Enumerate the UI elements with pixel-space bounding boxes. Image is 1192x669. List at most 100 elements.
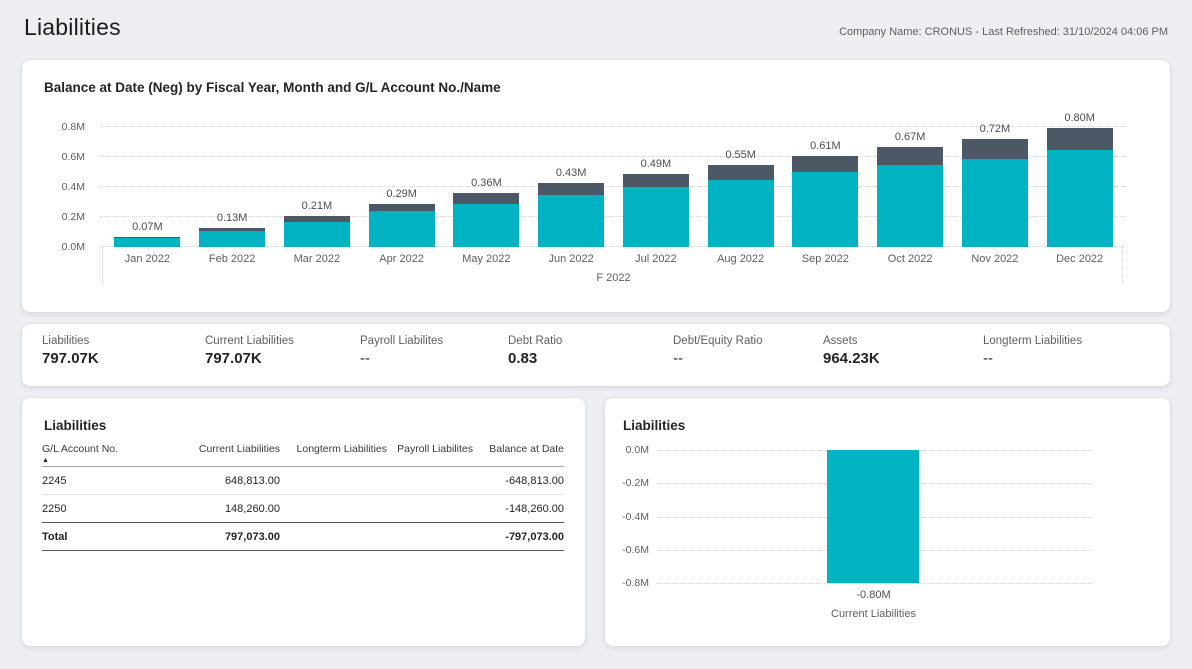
main-chart-title: Balance at Date (Neg) by Fiscal Year, Mo… bbox=[44, 80, 501, 95]
column-header-balance-at-date[interactable]: Balance at Date bbox=[473, 440, 564, 467]
x-axis-label: Aug 2022 bbox=[698, 253, 783, 265]
bar-segment-2250[interactable] bbox=[1047, 128, 1113, 150]
liabilities-table: G/L Account No. ▲ Current Liabilities Lo… bbox=[42, 440, 564, 551]
y-axis-tick-label: 0.6M bbox=[45, 151, 85, 163]
table-total-cell: Total bbox=[42, 523, 184, 551]
kpi-value: 797.07K bbox=[42, 350, 205, 367]
page-header: Liabilities Company Name: CRONUS - Last … bbox=[24, 14, 1168, 50]
gridline bbox=[656, 583, 1091, 584]
table-row[interactable]: 2245648,813.00-648,813.00 bbox=[42, 467, 564, 495]
y-axis-tick-label: 0.4M bbox=[45, 181, 85, 193]
y-axis-tick-label: -0.4M bbox=[605, 511, 649, 523]
column-header-current-liabilities[interactable]: Current Liabilities bbox=[184, 440, 280, 467]
table-total-cell: 797,073.00 bbox=[184, 523, 280, 551]
table-row[interactable]: 2250148,260.00-148,260.00 bbox=[42, 495, 564, 523]
bar-total-label: 0.29M bbox=[386, 188, 417, 200]
bar-group-jun-2022[interactable]: 0.43M bbox=[529, 112, 614, 247]
kpi-value: 0.83 bbox=[508, 350, 673, 367]
bar-group-jan-2022[interactable]: 0.07M bbox=[105, 112, 190, 247]
bar-segment-2245[interactable] bbox=[114, 238, 180, 247]
axis-group-separator-right bbox=[1122, 247, 1123, 283]
bar-total-label: 0.67M bbox=[895, 131, 926, 143]
kpi-value: -- bbox=[360, 350, 508, 367]
table-cell bbox=[387, 495, 473, 523]
bar-segment-2250[interactable] bbox=[792, 156, 858, 173]
kpi-debt-ratio: Debt Ratio0.83 bbox=[508, 335, 673, 386]
y-axis-tick-label: -0.2M bbox=[605, 477, 649, 489]
kpi-label: Payroll Liabilites bbox=[360, 335, 508, 347]
column-header-gl-account-no[interactable]: G/L Account No. ▲ bbox=[42, 440, 184, 467]
table-total-cell bbox=[387, 523, 473, 551]
bars-row: 0.07M 0.13M 0.21M 0.29M 0.36M 0.43M 0.49M 0.55M… bbox=[105, 112, 1122, 247]
kpi-strip-card: Liabilities 797.07KCurrent Liabilities797… bbox=[22, 324, 1170, 386]
bar-total-label: 0.36M bbox=[471, 177, 502, 189]
y-axis-tick-label: 0.0M bbox=[605, 444, 649, 456]
column-header-longterm-liabilities[interactable]: Longterm Liabilities bbox=[280, 440, 387, 467]
table-cell: 2250 bbox=[42, 495, 184, 523]
bar-segment-2245[interactable] bbox=[792, 172, 858, 247]
liabilities-table-card: Liabilities G/L Account No. ▲ Current Li… bbox=[22, 398, 585, 646]
small-chart-category-label: Current Liabilities bbox=[656, 608, 1091, 620]
x-axis-label: Dec 2022 bbox=[1037, 253, 1122, 265]
bar-segment-2245[interactable] bbox=[962, 159, 1028, 248]
bar-group-oct-2022[interactable]: 0.67M bbox=[868, 112, 953, 247]
bar-segment-2245[interactable] bbox=[538, 195, 604, 248]
fiscal-year-group-label: F 2022 bbox=[105, 272, 1122, 284]
axis-group-separator-left bbox=[102, 247, 103, 283]
bar-group-may-2022[interactable]: 0.36M bbox=[444, 112, 529, 247]
bar-group-sep-2022[interactable]: 0.61M bbox=[783, 112, 868, 247]
bar-total-label: 0.55M bbox=[725, 149, 756, 161]
y-axis-tick-label: -0.8M bbox=[605, 577, 649, 589]
table-cell bbox=[280, 467, 387, 495]
bar-total-label: 0.43M bbox=[556, 167, 587, 179]
bar-group-aug-2022[interactable]: 0.55M bbox=[698, 112, 783, 247]
bar-segment-2250[interactable] bbox=[708, 165, 774, 180]
x-axis-label: Sep 2022 bbox=[783, 253, 868, 265]
bar-segment-2250[interactable] bbox=[877, 147, 943, 165]
bar-segment-2245[interactable] bbox=[284, 222, 350, 248]
main-chart-plot-area: 0.0M0.2M0.4M0.6M0.8M0.07M0.13M0.21M0.29M… bbox=[22, 112, 1170, 247]
x-axis-label: Jun 2022 bbox=[529, 253, 614, 265]
bar-segment-2245[interactable] bbox=[369, 211, 435, 247]
main-chart-card: Balance at Date (Neg) by Fiscal Year, Mo… bbox=[22, 60, 1170, 312]
bar-current-liabilities[interactable] bbox=[827, 450, 919, 583]
bar-segment-2245[interactable] bbox=[199, 231, 265, 248]
bar-segment-2250[interactable] bbox=[623, 174, 689, 188]
table-title: Liabilities bbox=[44, 418, 106, 433]
y-axis-tick-label: 0.8M bbox=[45, 121, 85, 133]
bar-group-nov-2022[interactable]: 0.72M bbox=[953, 112, 1038, 247]
kpi-label: Liabilities bbox=[42, 335, 205, 347]
x-axis-label: Mar 2022 bbox=[275, 253, 360, 265]
bar-segment-2250[interactable] bbox=[538, 183, 604, 195]
bar-segment-2245[interactable] bbox=[453, 204, 519, 248]
kpi-liabilities: Liabilities 797.07K bbox=[42, 335, 205, 386]
bar-segment-2250[interactable] bbox=[369, 204, 435, 212]
bar-total-label: 0.21M bbox=[302, 200, 333, 212]
bar-group-apr-2022[interactable]: 0.29M bbox=[359, 112, 444, 247]
bar-group-jul-2022[interactable]: 0.49M bbox=[614, 112, 699, 247]
y-axis-tick-label: -0.6M bbox=[605, 544, 649, 556]
x-axis-label: Oct 2022 bbox=[868, 253, 953, 265]
bar-segment-2245[interactable] bbox=[1047, 150, 1113, 247]
bar-segment-2245[interactable] bbox=[623, 187, 689, 247]
table-total-cell bbox=[280, 523, 387, 551]
table-cell bbox=[280, 495, 387, 523]
table-cell bbox=[387, 467, 473, 495]
table-cell: 2245 bbox=[42, 467, 184, 495]
x-axis-label: Apr 2022 bbox=[359, 253, 444, 265]
x-axis-label: Feb 2022 bbox=[190, 253, 275, 265]
small-chart-plot-area: 0.0M-0.2M-0.4M-0.6M-0.8M bbox=[605, 450, 1170, 583]
bar-group-dec-2022[interactable]: 0.80M bbox=[1037, 112, 1122, 247]
bar-segment-2245[interactable] bbox=[708, 180, 774, 248]
bar-group-feb-2022[interactable]: 0.13M bbox=[190, 112, 275, 247]
small-chart-title: Liabilities bbox=[623, 418, 685, 433]
bar-total-label: 0.72M bbox=[980, 123, 1011, 135]
sort-ascending-icon: ▲ bbox=[42, 457, 184, 464]
kpi-label: Current Liabilities bbox=[205, 335, 360, 347]
bar-segment-2250[interactable] bbox=[962, 139, 1028, 159]
bar-total-label: 0.13M bbox=[217, 212, 248, 224]
bar-group-mar-2022[interactable]: 0.21M bbox=[275, 112, 360, 247]
column-header-payroll-liabilites[interactable]: Payroll Liabilites bbox=[387, 440, 473, 467]
bar-segment-2250[interactable] bbox=[453, 193, 519, 204]
bar-segment-2245[interactable] bbox=[877, 165, 943, 248]
